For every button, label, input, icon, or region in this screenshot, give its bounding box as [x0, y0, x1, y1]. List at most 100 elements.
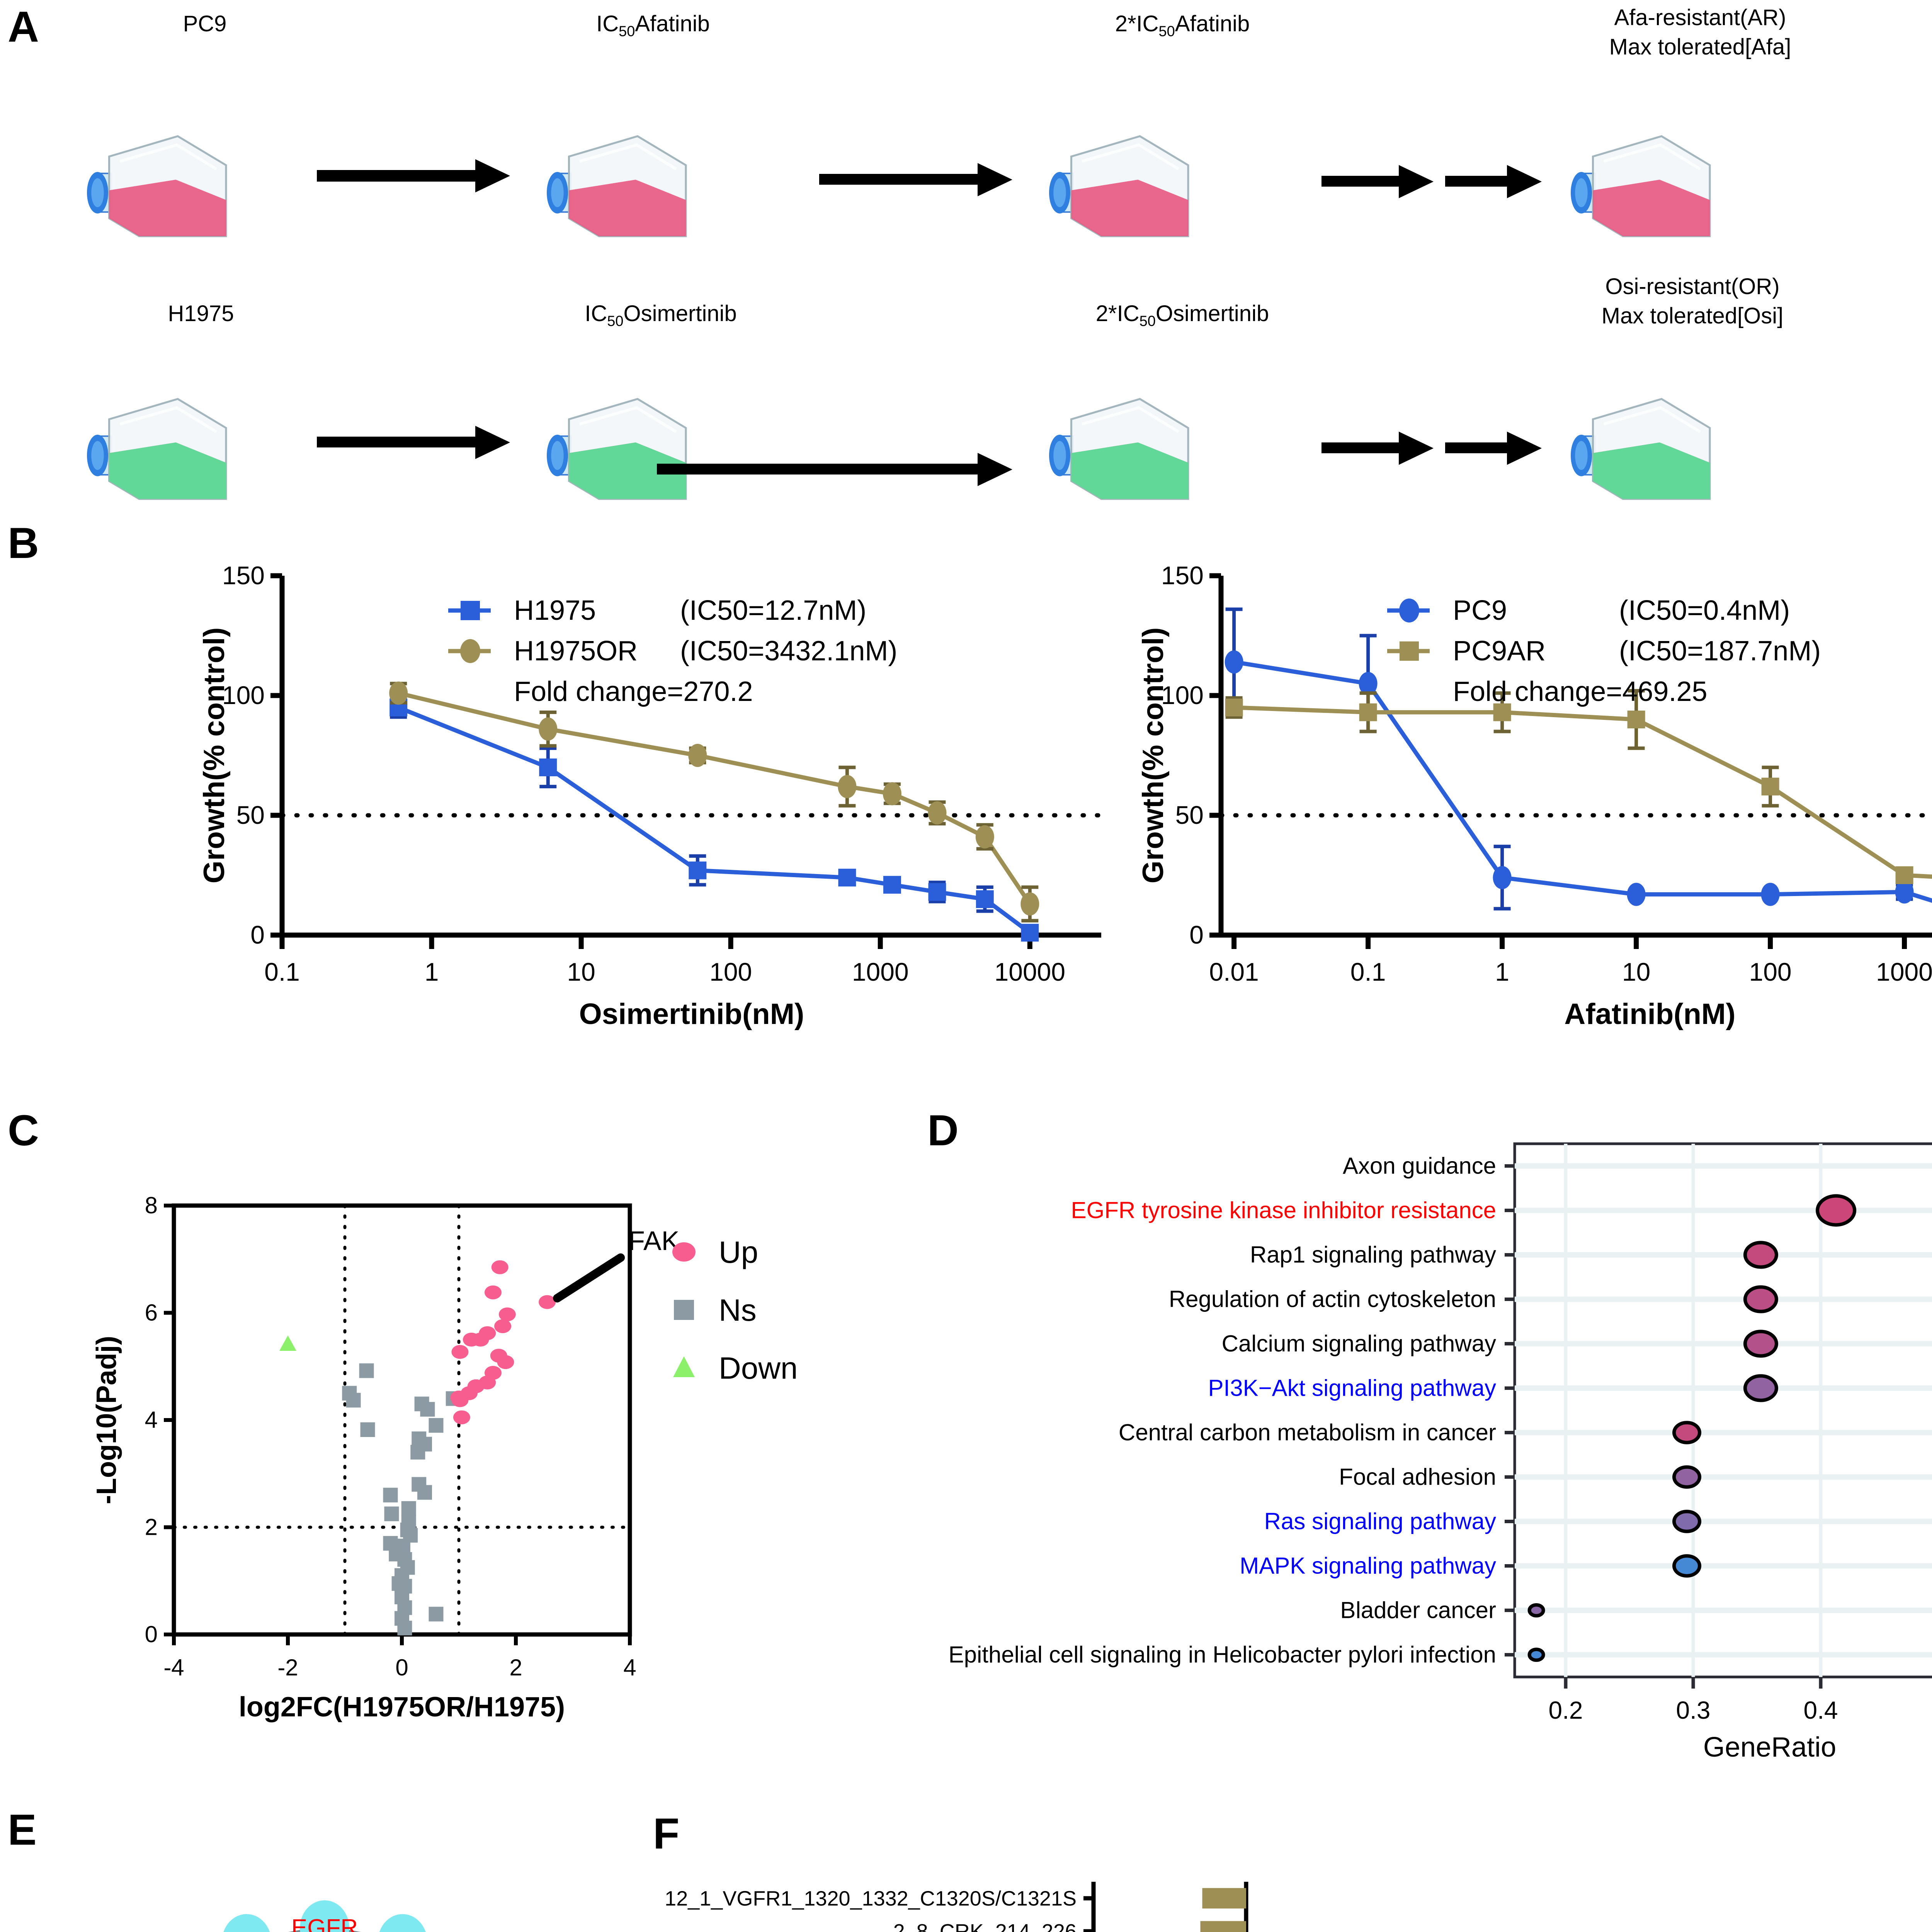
panel-e-letter: E [8, 1806, 37, 1854]
svg-text:2: 2 [509, 1655, 522, 1680]
svg-text:2_8_CRK_214_226: 2_8_CRK_214_226 [893, 1920, 1077, 1932]
svg-text:0.5: 0.5 [1931, 1696, 1932, 1724]
step2-post: Osimertinib [1155, 301, 1269, 326]
svg-text:PC9AR: PC9AR [1453, 636, 1546, 667]
panelA-row1-final-2: Max tolerated[Afa] [1609, 34, 1791, 60]
panel-b-letter: B [8, 519, 39, 567]
svg-text:MAPK signaling pathway: MAPK signaling pathway [1240, 1553, 1496, 1579]
svg-text:0.2: 0.2 [1549, 1696, 1583, 1724]
panelA-row2-step2: 2*IC50Osimertinib [1028, 301, 1337, 330]
svg-text:50: 50 [236, 801, 265, 829]
svg-text:0: 0 [145, 1621, 158, 1647]
panelB-left-chart: 0 50 100 150 0.1 1 10 100 1000 10000 H1975 (IC50=12… [198, 561, 1104, 1031]
svg-text:Fold change=270.2: Fold change=270.2 [514, 676, 753, 707]
panelF-left-bars: 12_1_VGFR1_1320_1332_C1320S/C1321S 2_8_CR… [665, 1882, 1248, 1932]
svg-text:(IC50=3432.1nM): (IC50=3432.1nM) [680, 636, 897, 667]
svg-text:GeneRatio: GeneRatio [1703, 1732, 1836, 1763]
svg-text:Central carbon metabolism in c: Central carbon metabolism in cancer [1119, 1420, 1496, 1446]
svg-text:-Log10(Padj): -Log10(Padj) [91, 1336, 122, 1504]
svg-text:100: 100 [222, 681, 265, 709]
svg-text:150: 150 [222, 561, 265, 590]
panelA-row1-step1: IC50Afatinib [533, 11, 773, 40]
svg-text:100: 100 [1161, 681, 1204, 709]
svg-text:10: 10 [567, 957, 595, 986]
panelC-volcano: 0 2 4 6 8 -4 -2 0 2 4 FAK Up Ns Down log2FC(H1975OR/H1… [91, 1192, 798, 1723]
panel-d-letter: D [927, 1106, 959, 1155]
svg-text:Ns: Ns [719, 1293, 757, 1327]
step2-post: Afatinib [1175, 11, 1250, 36]
svg-text:MET: MET [377, 1929, 428, 1932]
step2-sub: 50 [1139, 313, 1156, 330]
svg-text:6: 6 [145, 1300, 158, 1326]
svg-text:0.01: 0.01 [1209, 957, 1259, 986]
svg-text:150: 150 [1161, 561, 1204, 590]
svg-text:50: 50 [1175, 801, 1204, 829]
svg-text:100: 100 [1749, 957, 1792, 986]
step1-sub: 50 [619, 23, 635, 40]
panelA-row1-step2: 2*IC50Afatinib [1051, 11, 1314, 40]
panelE-network: EGFRMETAXLPDGFRBFGFR3SRCFGFR2DDR1DDR2EPH… [207, 1900, 428, 1932]
svg-text:Ras signaling pathway: Ras signaling pathway [1264, 1509, 1496, 1534]
panelA-row2-final-2: Max tolerated[Osi] [1601, 303, 1784, 328]
step1-pre: IC [585, 301, 607, 326]
svg-text:1000: 1000 [852, 957, 909, 986]
step1-pre: IC [596, 11, 619, 36]
svg-text:PC9: PC9 [1453, 595, 1507, 626]
panel-c-letter: C [8, 1106, 39, 1155]
svg-text:Regulation of actin cytoskelet: Regulation of actin cytoskeleton [1169, 1286, 1496, 1312]
step1-post: Osimertinib [623, 301, 737, 326]
svg-text:log2FC(H1975OR/H1975): log2FC(H1975OR/H1975) [239, 1692, 565, 1723]
svg-text:H1975OR: H1975OR [514, 636, 638, 667]
svg-text:Rap1 signaling pathway: Rap1 signaling pathway [1250, 1242, 1496, 1268]
svg-text:Fold change=469.25: Fold change=469.25 [1453, 676, 1708, 707]
svg-text:2: 2 [145, 1514, 158, 1540]
svg-text:0.3: 0.3 [1676, 1696, 1711, 1724]
svg-text:0: 0 [250, 920, 265, 949]
svg-text:0.4: 0.4 [1804, 1696, 1838, 1724]
svg-text:1000: 1000 [1876, 957, 1932, 986]
svg-text:0.1: 0.1 [1350, 957, 1386, 986]
svg-text:Bladder cancer: Bladder cancer [1340, 1597, 1496, 1623]
step1-sub: 50 [607, 313, 624, 330]
svg-text:(IC50=187.7nM): (IC50=187.7nM) [1619, 636, 1821, 667]
step2-pre: 2*IC [1115, 11, 1159, 36]
svg-text:Calcium signaling pathway: Calcium signaling pathway [1222, 1331, 1496, 1357]
svg-text:10: 10 [1622, 957, 1650, 986]
svg-text:0.1: 0.1 [264, 957, 300, 986]
svg-text:4: 4 [145, 1407, 158, 1433]
svg-text:PI3K−Akt signaling pathway: PI3K−Akt signaling pathway [1208, 1375, 1496, 1401]
panelA-row2-step1: IC50Osimertinib [522, 301, 800, 330]
step2-pre: 2*IC [1095, 301, 1139, 326]
svg-text:Down: Down [719, 1351, 798, 1385]
svg-text:Osimertinib(nM): Osimertinib(nM) [579, 998, 804, 1031]
svg-text:FAK: FAK [628, 1226, 679, 1256]
svg-text:-4: -4 [163, 1655, 184, 1680]
svg-text:(IC50=0.4nM): (IC50=0.4nM) [1619, 595, 1790, 626]
panel-a-letter: A [8, 3, 39, 51]
svg-text:8: 8 [145, 1192, 158, 1218]
svg-text:EGFR tyrosine kinase inhibitor: EGFR tyrosine kinase inhibitor resistanc… [1071, 1197, 1496, 1223]
svg-text:Axon guidance: Axon guidance [1343, 1153, 1496, 1179]
svg-text:0: 0 [1189, 920, 1204, 949]
panelA-row2-final-1: Osi-resistant(OR) [1605, 274, 1780, 299]
panelA-row2-cellline: H1975 [168, 301, 234, 326]
svg-text:-2: -2 [277, 1655, 298, 1680]
svg-text:(IC50=12.7nM): (IC50=12.7nM) [680, 595, 866, 626]
svg-text:12_1_VGFR1_1320_1332_C1320S/C1: 12_1_VGFR1_1320_1332_C1320S/C1321S [665, 1887, 1077, 1910]
svg-text:Growth(% control): Growth(% control) [1137, 628, 1170, 884]
svg-text:H1975: H1975 [514, 595, 596, 626]
svg-text:1: 1 [1495, 957, 1509, 986]
svg-text:EPHB4: EPHB4 [207, 1929, 286, 1932]
panelD-dotplot: Axon guidance EGFR tyrosine kinase inhibi… [949, 1142, 1932, 1763]
svg-text:Growth(% control): Growth(% control) [198, 628, 231, 884]
svg-text:1: 1 [425, 957, 439, 986]
svg-text:Epithelial cell signaling in H: Epithelial cell signaling in Helicobacte… [949, 1642, 1496, 1668]
svg-text:Afatinib(nM): Afatinib(nM) [1564, 998, 1735, 1031]
svg-text:0: 0 [395, 1655, 408, 1680]
step2-sub: 50 [1158, 23, 1175, 40]
svg-text:4: 4 [623, 1655, 636, 1680]
panelA-row1-cellline: PC9 [183, 11, 227, 36]
panelA-diagram [0, 0, 1932, 541]
svg-text:10000: 10000 [995, 957, 1066, 986]
panelA-row1-final-1: Afa-resistant(AR) [1614, 5, 1786, 30]
